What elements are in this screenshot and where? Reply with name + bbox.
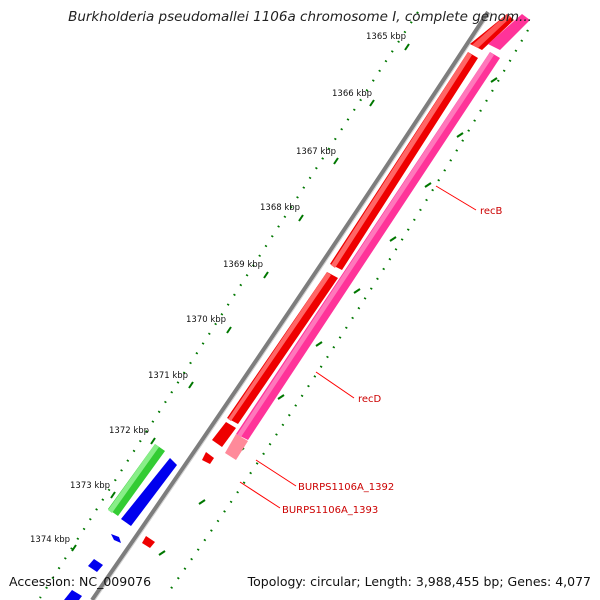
ruler-label: 1368 kbp bbox=[260, 203, 300, 213]
tick-1367 bbox=[333, 157, 339, 165]
topology-text: Topology: circular; Length: 3,988,455 bp… bbox=[247, 574, 591, 589]
ruler-ticks bbox=[71, 43, 410, 552]
gene-feature-green-highlight bbox=[108, 444, 159, 513]
tick-1369 bbox=[263, 271, 269, 279]
outer-ruler-ticks bbox=[158, 77, 498, 556]
gene-label-recB: recB bbox=[480, 206, 503, 217]
ruler-label: 1371 kbp bbox=[148, 371, 188, 381]
gene-feature-recD-red-highlight bbox=[228, 272, 331, 421]
gene-feature-blue-small-2 bbox=[88, 559, 103, 572]
gene-feature-recB-red-highlight bbox=[331, 52, 472, 268]
ruler-label: 1367 kbp bbox=[296, 147, 336, 157]
gene-feature-small-red-2 bbox=[142, 536, 155, 548]
map-title: Burkholderia pseudomallei 1106a chromoso… bbox=[68, 9, 532, 25]
ruler-label: 1369 kbp bbox=[223, 260, 263, 270]
blue-track bbox=[64, 458, 177, 600]
gene-feature-pink-top bbox=[488, 14, 530, 50]
gene-label-burps1393: BURPS1106A_1393 bbox=[282, 505, 378, 516]
gene-feature-red-top-highlight bbox=[472, 14, 511, 48]
ruler-label: 1372 kbp bbox=[109, 426, 149, 436]
tick-1372 bbox=[150, 437, 156, 445]
tick-1370 bbox=[226, 326, 232, 334]
gene-feature-small-red-1 bbox=[202, 452, 214, 464]
red-track bbox=[142, 14, 514, 548]
label-leader-lines bbox=[239, 185, 477, 509]
gene-feature-blue-small-1 bbox=[111, 534, 121, 543]
gene-feature-blue-long bbox=[121, 458, 177, 526]
tick-1371 bbox=[188, 381, 194, 389]
leader-recD bbox=[315, 371, 355, 399]
tick-1368 bbox=[298, 214, 304, 222]
ruler-label: 1373 kbp bbox=[70, 481, 110, 491]
leader-burps1393 bbox=[239, 481, 281, 509]
gene-feature-red-arrow bbox=[212, 422, 236, 447]
ruler-labels: 1365 kbp 1366 kbp 1367 kbp 1368 kbp 1369… bbox=[30, 32, 406, 545]
leader-recB bbox=[435, 185, 477, 211]
backbone-arc bbox=[90, 10, 490, 600]
accession-text: Accession: NC_009076 bbox=[9, 574, 152, 589]
leader-burps1392 bbox=[255, 459, 297, 487]
backbone-arc-highlight bbox=[94, 11, 492, 600]
ruler-label: 1365 kbp bbox=[366, 32, 406, 42]
gene-feature-blue-bottom bbox=[64, 590, 82, 600]
tick-1374 bbox=[71, 544, 77, 552]
gene-label-burps1392: BURPS1106A_1392 bbox=[298, 482, 394, 493]
gene-feature-pink-long-highlight bbox=[237, 52, 494, 437]
ruler-label: 1366 kbp bbox=[332, 89, 372, 99]
gene-label-recD: recD bbox=[358, 394, 382, 405]
outer-ruler-line bbox=[169, 29, 529, 591]
tick-1365 bbox=[404, 43, 410, 51]
pink-track bbox=[225, 14, 530, 460]
gene-feature-burps1392 bbox=[225, 434, 248, 460]
tick-1366 bbox=[369, 99, 375, 107]
tick-1373 bbox=[110, 491, 116, 499]
gene-labels: recB recD BURPS1106A_1392 BURPS1106A_139… bbox=[282, 206, 503, 516]
ruler-label: 1370 kbp bbox=[186, 315, 226, 325]
ruler-label: 1374 kbp bbox=[30, 535, 70, 545]
